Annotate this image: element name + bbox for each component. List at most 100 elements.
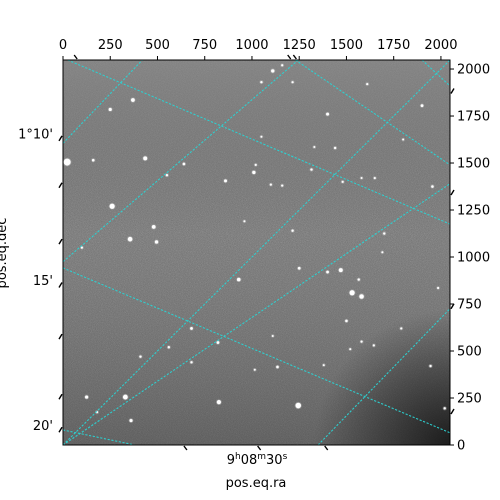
stars-layer [63,63,447,423]
star [127,236,133,242]
star [129,418,133,423]
grid-line [63,267,450,434]
dec-tick-mark [58,426,63,433]
star [341,180,344,183]
ra-top-tick [73,54,78,60]
star [252,170,256,175]
right-tick-label: 2000 [457,63,490,78]
sky-image [63,60,450,445]
star [383,232,386,235]
star [295,402,302,409]
star [333,146,337,150]
star [372,344,375,347]
star [190,361,193,364]
star [182,162,186,166]
top-tick-label: 1250 [283,38,316,53]
dec-minor-tick [58,238,63,245]
star [402,138,405,141]
star [131,98,135,102]
star [360,177,363,180]
plot-frame [62,59,451,446]
ra-s-unit: s [283,452,288,462]
star [109,203,115,209]
right-axis-ticks: 0 250 500 750 1000 1250 1500 1750 2000 [450,63,490,454]
star [345,319,348,323]
grid-line [317,308,450,445]
dec-minor-tick [58,182,63,189]
dec-tick-label: 1°10' [18,127,53,142]
ra-tick-mark [324,445,329,451]
coordinate-grid [63,60,450,445]
top-tick-label: 750 [192,38,217,53]
top-axis-ticks: 0 250 500 750 1000 1250 1500 1750 2000 [59,38,457,60]
star [253,368,256,371]
star [269,183,272,186]
dec-tick-label: 15' [33,274,53,289]
star [322,364,325,367]
star [216,341,220,344]
dec-tick-mark [58,282,63,288]
star [431,185,434,188]
ra-h-unit: h [235,452,241,462]
star [381,251,384,254]
star [122,394,128,400]
star [338,268,343,273]
top-tick-label: 1750 [377,38,410,53]
right-tick-label: 500 [457,345,482,360]
top-tick-label: 1000 [235,38,268,53]
right-tick-label: 1750 [457,110,490,125]
star [281,64,284,67]
star [190,327,193,330]
star [254,163,257,166]
star [276,365,279,369]
ra-tick-mark [183,445,188,451]
grid-line [295,60,450,166]
dec-right-tick [450,189,455,196]
star [260,135,263,138]
right-tick-label: 1250 [457,204,490,219]
right-tick-label: 750 [457,298,482,313]
dec-minor-tick [58,333,63,340]
ra-axis-ticks [73,54,329,451]
star [167,346,171,349]
star [260,80,263,84]
star [85,395,89,399]
star [420,104,424,108]
star [366,82,369,86]
star [291,229,294,232]
grid-line [421,60,450,87]
x-axis-label: pos.eq.ra [226,476,287,491]
star [297,266,301,270]
right-tick-label: 1500 [457,157,490,172]
top-tick-label: 1500 [330,38,363,53]
dec-right-tick [450,303,455,310]
dec-axis-ticks: 1°10' 15' 20' [18,88,455,434]
top-tick-label: 500 [145,38,170,53]
star [357,278,360,281]
star [63,158,71,166]
star [224,179,228,183]
right-tick-label: 0 [457,439,465,454]
star [236,277,241,282]
star [359,294,364,299]
star [243,220,246,223]
star [281,184,284,187]
star [291,81,294,84]
right-tick-label: 250 [457,392,482,407]
ra-seconds: 30 [266,453,283,468]
ra-minutes: 08 [241,453,258,468]
ra-top-tick [287,54,292,60]
star [429,364,432,368]
star [436,286,440,290]
star [143,156,148,161]
dec-tick-label: 20' [33,419,53,434]
star [310,168,313,171]
star [80,246,83,249]
top-tick-label: 2000 [424,38,457,53]
dec-right-tick [450,408,455,415]
star [139,355,142,358]
ra-tick-mark [257,445,262,451]
star [373,176,376,180]
star [216,400,221,405]
